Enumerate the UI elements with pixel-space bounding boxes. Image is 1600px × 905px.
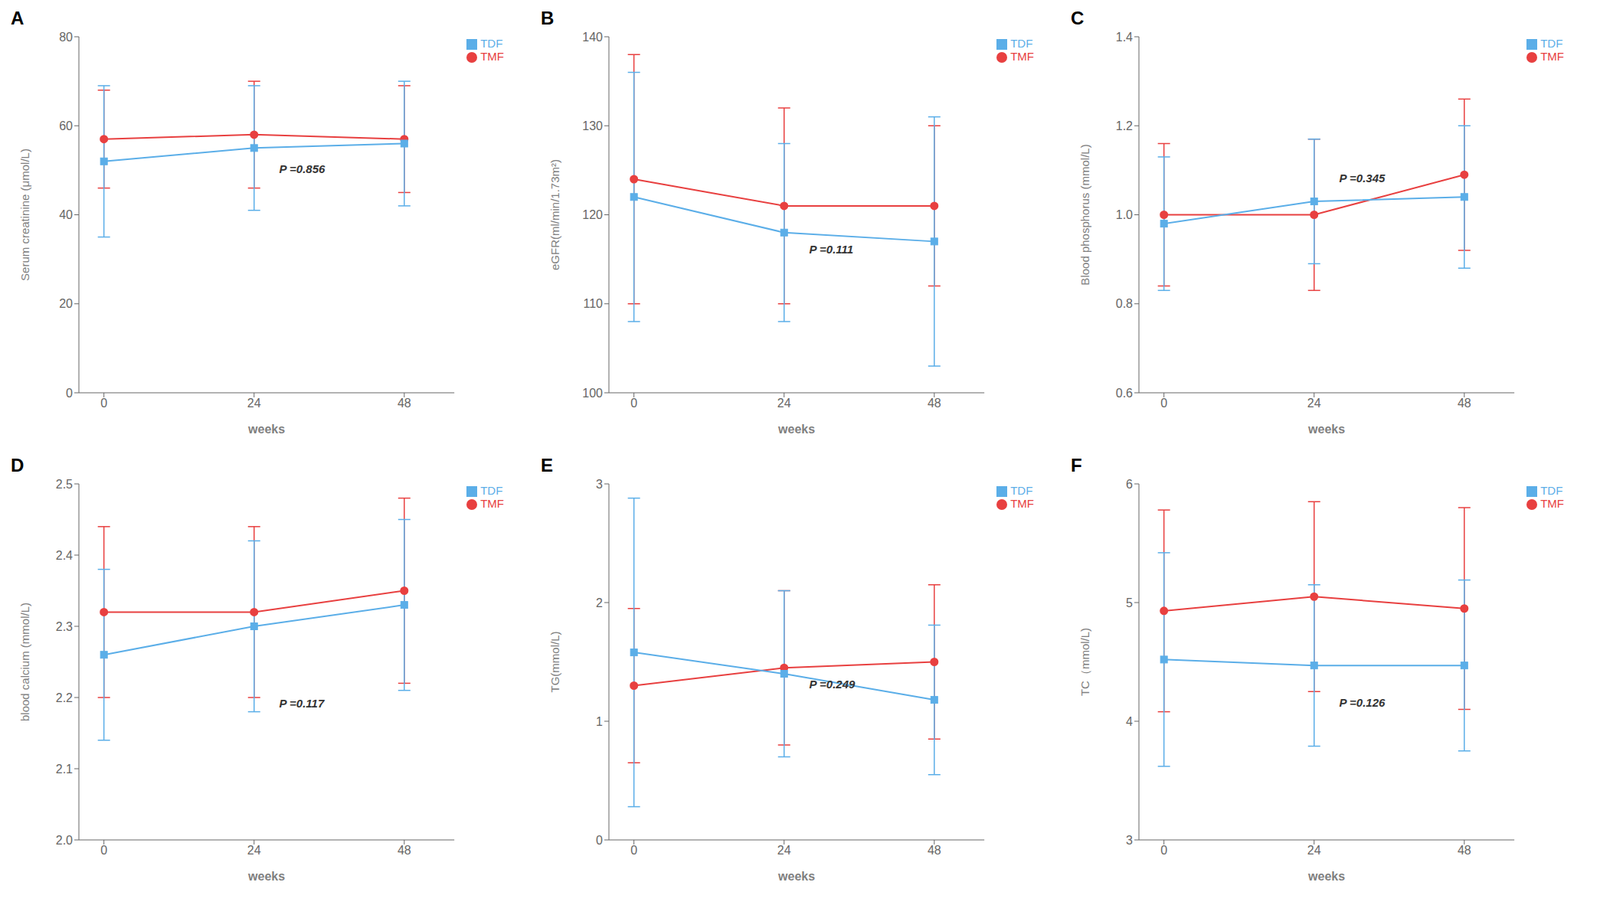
svg-text:24: 24 [1307, 396, 1322, 410]
svg-text:0: 0 [100, 396, 108, 410]
svg-text:4: 4 [1125, 715, 1133, 729]
svg-text:weeks: weeks [777, 870, 815, 884]
svg-text:P =0.117: P =0.117 [278, 696, 324, 711]
html-text:TDF: TDF [1010, 36, 1033, 50]
svg-text:1.4: 1.4 [1115, 30, 1133, 44]
svg-text:24: 24 [777, 844, 792, 858]
svg-text:eGFR(ml/min/1.73m²): eGFR(ml/min/1.73m²) [548, 159, 562, 271]
svg-text:Serum creatinine (μmol/L): Serum creatinine (μmol/L) [18, 148, 32, 282]
html-text:TDF: TDF [480, 36, 503, 50]
html-text:A: A [10, 7, 24, 29]
svg-text:weeks: weeks [247, 870, 285, 884]
svg-text:48: 48 [397, 844, 412, 858]
svg-text:2.0: 2.0 [55, 834, 73, 848]
svg-text:80: 80 [58, 30, 73, 44]
svg-text:6: 6 [1125, 477, 1133, 491]
svg-text:Blood phosphorus (mmol/L): Blood phosphorus (mmol/L) [1078, 143, 1092, 285]
html-text:F: F [1070, 454, 1083, 476]
svg-text:P =0.856: P =0.856 [278, 162, 326, 176]
svg-text:20: 20 [58, 297, 73, 311]
svg-text:weeks: weeks [247, 422, 285, 436]
svg-text:40: 40 [58, 208, 73, 222]
html-text:TDF: TDF [1540, 36, 1563, 50]
svg-text:48: 48 [1457, 844, 1472, 858]
html-text:TMF: TMF [480, 497, 504, 511]
svg-text:3: 3 [1125, 834, 1133, 848]
svg-text:weeks: weeks [1307, 870, 1345, 884]
html-text:C: C [1070, 7, 1085, 29]
html-text:TMF: TMF [1010, 49, 1034, 63]
svg-text:0: 0 [630, 396, 638, 410]
svg-text:2.1: 2.1 [55, 762, 73, 776]
svg-text:1.2: 1.2 [1115, 119, 1133, 133]
svg-text:130: 130 [582, 119, 603, 133]
html-text:TDF: TDF [1540, 484, 1563, 498]
svg-text:P =0.111: P =0.111 [808, 242, 854, 256]
svg-text:100: 100 [582, 386, 603, 400]
svg-text:5: 5 [1125, 596, 1133, 610]
html-text:TDF: TDF [1010, 484, 1033, 498]
svg-text:P =0.345: P =0.345 [1338, 171, 1386, 185]
svg-text:P =0.249: P =0.249 [808, 677, 856, 691]
svg-text:1.0: 1.0 [1115, 208, 1133, 222]
svg-text:TG(mmol/L): TG(mmol/L) [548, 631, 562, 694]
svg-text:24: 24 [777, 396, 792, 410]
svg-text:24: 24 [247, 844, 262, 858]
svg-text:60: 60 [58, 119, 73, 133]
svg-text:120: 120 [582, 208, 603, 222]
svg-text:weeks: weeks [1307, 422, 1345, 436]
svg-text:2.2: 2.2 [55, 691, 73, 705]
svg-text:0: 0 [100, 844, 108, 858]
svg-text:110: 110 [582, 297, 603, 311]
svg-text:24: 24 [1307, 844, 1322, 858]
svg-text:0: 0 [65, 386, 73, 400]
svg-text:blood calcium (mmol/L): blood calcium (mmol/L) [18, 602, 32, 722]
svg-text:P =0.126: P =0.126 [1338, 696, 1386, 710]
svg-text:3: 3 [595, 477, 603, 491]
html-text:D: D [10, 454, 24, 476]
svg-text:weeks: weeks [777, 422, 815, 436]
svg-text:2.3: 2.3 [55, 620, 73, 634]
html-text:TMF: TMF [480, 49, 504, 63]
html-text:TMF: TMF [1540, 49, 1565, 63]
html-text:B: B [540, 7, 554, 29]
svg-text:0: 0 [630, 844, 638, 858]
html-text:TDF: TDF [480, 484, 503, 498]
svg-text:2.5: 2.5 [55, 477, 73, 491]
svg-text:24: 24 [247, 396, 262, 410]
svg-text:48: 48 [1457, 396, 1472, 410]
svg-text:0: 0 [1160, 844, 1168, 858]
html-text:TMF: TMF [1010, 497, 1034, 511]
svg-text:48: 48 [927, 396, 942, 410]
svg-text:0.6: 0.6 [1115, 386, 1133, 400]
svg-text:48: 48 [397, 396, 412, 410]
svg-text:140: 140 [582, 30, 603, 44]
svg-text:2.4: 2.4 [55, 549, 73, 563]
html-text:E: E [540, 454, 553, 476]
svg-text:0: 0 [595, 834, 603, 848]
svg-text:2: 2 [595, 596, 603, 610]
svg-text:1: 1 [595, 715, 603, 729]
svg-text:0.8: 0.8 [1115, 297, 1133, 311]
svg-text:TC（mmol/L): TC（mmol/L) [1078, 628, 1092, 697]
svg-text:0: 0 [1160, 396, 1168, 410]
svg-text:48: 48 [927, 844, 942, 858]
html-text:TMF: TMF [1540, 497, 1565, 511]
